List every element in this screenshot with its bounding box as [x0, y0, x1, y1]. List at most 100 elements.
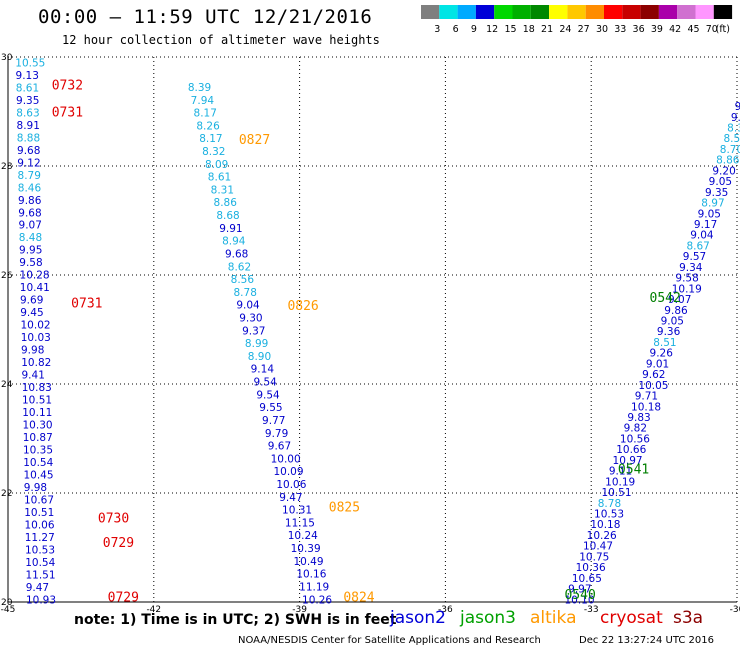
swh-value-label: 8.90	[248, 351, 271, 363]
note-text: note: 1) Time is in UTC; 2) SWH is in fe…	[74, 612, 397, 628]
swh-value-label: 9.05	[709, 176, 732, 188]
swh-value-label: 8.17	[199, 133, 222, 145]
swh-value-label: 8.3	[727, 122, 740, 134]
swh-value-label: 9.55	[259, 402, 282, 414]
colorbar-swatch	[695, 5, 714, 19]
swh-value-label: 10.26	[587, 530, 617, 542]
swh-value-label: 9.57	[683, 251, 706, 263]
swh-value-label: 8.61	[208, 172, 231, 184]
swh-value-label: 9.83	[627, 412, 650, 424]
swh-value-label: 9.34	[679, 262, 703, 274]
swh-value-label: 9.35	[705, 187, 728, 199]
swh-value-label: 9.07	[19, 220, 42, 232]
swh-value-label: 9.47	[279, 492, 302, 504]
swh-value-label: 9.86	[18, 195, 42, 207]
x-tick-label: -42	[146, 605, 161, 615]
pass-time-label: 0731	[52, 106, 83, 121]
colorbar-swatch	[457, 5, 476, 19]
swh-value-label: 9.05	[661, 315, 684, 327]
swh-value-label: 8.70	[720, 144, 740, 156]
swh-value-label: 8.39	[188, 82, 211, 94]
swh-value-label: 9.82	[624, 423, 647, 435]
colorbar-swatch	[658, 5, 678, 19]
y-tick-label: 30	[1, 53, 13, 63]
swh-value-label: 10.51	[22, 395, 52, 407]
x-tick-label: -39	[292, 605, 307, 615]
swh-value-label: 10.39	[291, 543, 321, 555]
pass-time-label: 0731	[71, 296, 102, 311]
colorbar-swatch	[549, 5, 568, 19]
legend-jason3: jason3	[460, 608, 516, 628]
colorbar-label: 15	[504, 24, 516, 35]
swh-value-label: 9.01	[646, 358, 669, 370]
colorbar-label: 9	[471, 24, 477, 35]
swh-value-label: 10.26	[302, 594, 332, 606]
swh-value-label: 10.18	[631, 401, 661, 413]
swh-value-label: 9.11	[609, 466, 632, 478]
swh-value-label: 10.09	[273, 466, 303, 478]
swh-value-label: 11.27	[25, 532, 55, 544]
swh-value-label: 9.30	[239, 313, 262, 325]
swh-value-label: 9.05	[698, 208, 721, 220]
swh-value-label: 8.78	[234, 287, 257, 299]
swh-value-label: 10.45	[23, 469, 53, 481]
chart-title: 00:00 – 11:59 UTC 12/21/2016	[38, 6, 373, 28]
swh-value-label: 9.54	[256, 389, 280, 401]
swh-value-label: 9.26	[650, 348, 674, 360]
colorbar-swatch	[530, 5, 550, 19]
swh-value-label: 9.14	[251, 364, 275, 376]
legend-jason2: jason2	[390, 608, 446, 628]
swh-value-label: 9.98	[21, 345, 44, 357]
swh-value-label: 9.54	[253, 377, 277, 389]
y-tick-label: 26	[1, 271, 13, 281]
colorbar-swatch	[677, 5, 696, 19]
swh-value-label: 10.06	[24, 519, 54, 531]
colorbar-label: 24	[559, 24, 571, 35]
swh-value-label: 9.68	[18, 207, 41, 219]
swh-value-label: 8.67	[686, 240, 709, 252]
swh-value-label: 8.99	[245, 338, 268, 350]
swh-value-label: 10.36	[576, 562, 606, 574]
swh-value-label: 8.94	[222, 236, 246, 248]
swh-value-label: 10.18	[590, 519, 620, 531]
swh-value-label: 10.54	[23, 457, 53, 469]
swh-value-label: 8.17	[194, 108, 217, 120]
swh-value-label: 10.02	[21, 320, 51, 332]
swh-value-label: 9.45	[20, 307, 43, 319]
swh-value-label: 9.41	[22, 370, 45, 382]
swh-value-label: 9.98	[24, 482, 47, 494]
wave-height-plot: -45-42-39-36-33-3020222426283010.559.138…	[1, 53, 740, 615]
swh-value-label: 10.65	[572, 573, 602, 585]
swh-value-label: 9.77	[262, 415, 285, 427]
swh-value-label: 10.00	[271, 453, 301, 465]
swh-value-label: 7.94	[191, 95, 215, 107]
colorbar-label: 39	[651, 24, 663, 35]
colorbar-label: 33	[614, 24, 626, 35]
swh-value-label: 10.06	[276, 479, 306, 491]
pass-time-label: 0827	[239, 133, 270, 148]
colorbar-swatch	[567, 5, 586, 19]
swh-value-label: 9.04	[690, 230, 714, 242]
swh-value-label: 9	[735, 101, 740, 113]
timestamp-text: Dec 22 13:27:24 UTC 2016	[579, 635, 714, 646]
swh-value-label: 10.30	[23, 419, 53, 431]
swh-value-label: 10.49	[293, 556, 323, 568]
swh-value-label: 9.12	[17, 157, 40, 169]
swh-value-label: 10.19	[605, 476, 635, 488]
swh-value-label: 10.97	[613, 455, 643, 467]
swh-value-label: 10.05	[638, 380, 668, 392]
swh-value-label: 8.51	[723, 133, 740, 145]
y-tick-label: 22	[1, 489, 12, 499]
swh-value-label: 9.86	[664, 305, 688, 317]
color-legend: 3 6 9 12 15 18 21 24 27 30 33 36 39 42 45 70(ft)	[421, 5, 733, 35]
swh-value-label: 9.62	[642, 369, 665, 381]
swh-value-label: 10.53	[25, 544, 55, 556]
swh-value-label: 10.56	[620, 433, 650, 445]
swh-value-label: 8.86	[716, 155, 740, 167]
swh-value-label: 9.47	[26, 582, 49, 594]
colorbar-label: 21	[541, 24, 553, 35]
pass-time-label: 0824	[343, 591, 374, 606]
swh-value-label: 9.97	[568, 584, 591, 596]
swh-value-label: 10.47	[583, 541, 613, 553]
colorbar-label: 6	[453, 24, 459, 35]
